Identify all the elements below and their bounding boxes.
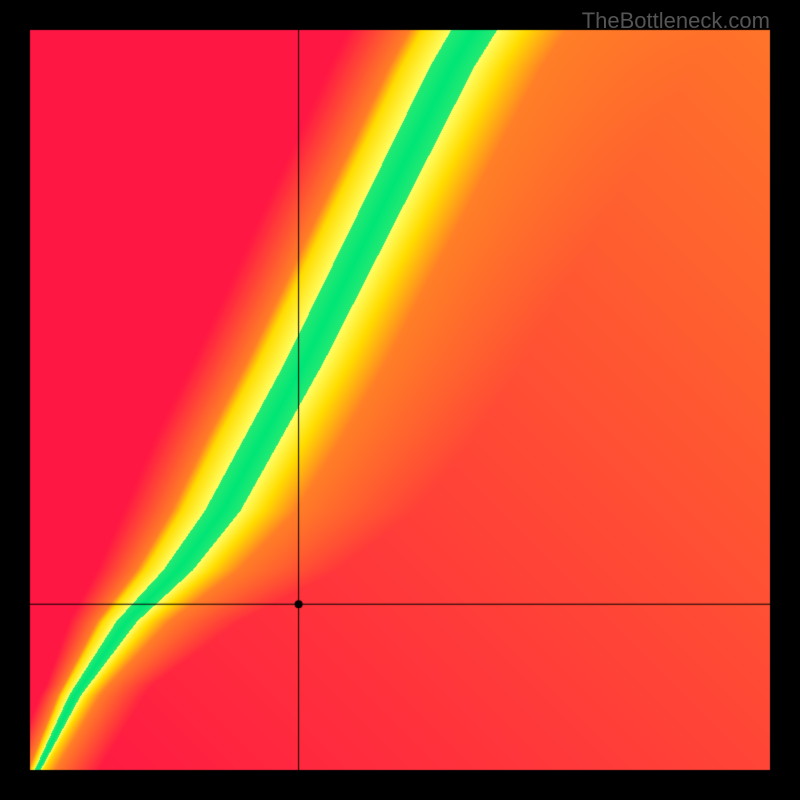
watermark-text: TheBottleneck.com xyxy=(582,8,770,34)
heatmap-canvas xyxy=(0,0,800,800)
chart-container: TheBottleneck.com xyxy=(0,0,800,800)
